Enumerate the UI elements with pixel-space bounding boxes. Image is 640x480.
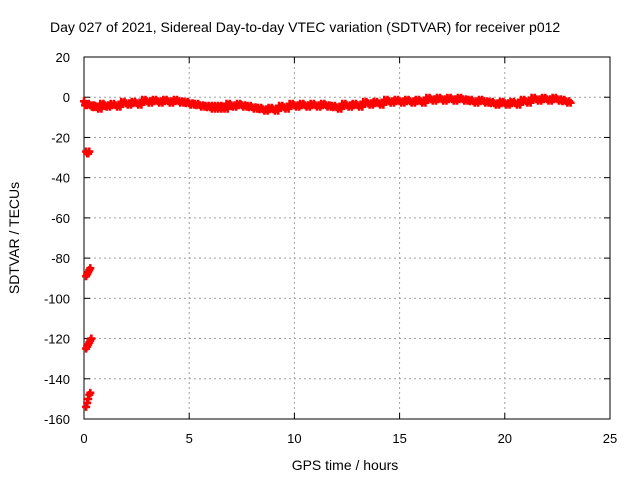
data-point [86, 264, 95, 273]
x-tick-label: 10 [287, 431, 301, 446]
data-point [86, 388, 95, 397]
series-main-track [81, 93, 575, 115]
x-tick-label: 25 [603, 431, 617, 446]
x-tick-label: 20 [498, 431, 512, 446]
y-tick-label: -80 [51, 251, 70, 266]
plot-frame [83, 56, 611, 420]
y-tick-label: -160 [44, 412, 70, 427]
axis-ticks: 0 5 10 15 20 25 20 0 -20 -40 -60 -80 -100 -120 -140 -16… [44, 50, 617, 446]
data-point [81, 101, 90, 110]
series-early-points [80, 97, 96, 411]
x-axis-label: GPS time / hours [292, 457, 399, 473]
y-tick-label: 0 [63, 90, 70, 105]
grid [84, 57, 610, 419]
y-tick-label: -40 [51, 171, 70, 186]
y-tick-label: -100 [44, 291, 70, 306]
data-point [87, 334, 96, 343]
y-tick-label: -20 [51, 130, 70, 145]
data-points [80, 93, 575, 411]
data-point [85, 147, 94, 156]
chart-title: Day 027 of 2021, Sidereal Day-to-day VTE… [50, 19, 560, 35]
y-tick-label: -120 [44, 332, 70, 347]
x-tick-label: 5 [186, 431, 193, 446]
y-tick-label: -140 [44, 372, 70, 387]
y-tick-label: -60 [51, 211, 70, 226]
x-tick-label: 15 [392, 431, 406, 446]
x-tick-label: 0 [80, 431, 87, 446]
y-tick-label: 20 [56, 50, 70, 65]
data-point [566, 98, 575, 107]
y-axis-label: SDTVAR / TECUs [6, 182, 22, 294]
